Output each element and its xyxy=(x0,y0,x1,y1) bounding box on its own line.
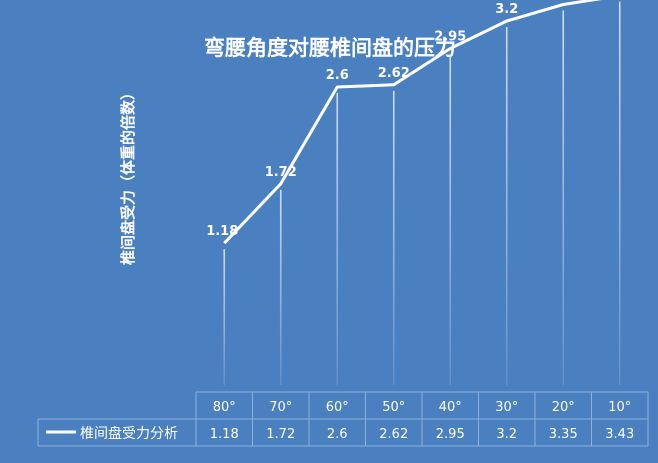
drop-lines xyxy=(223,1,621,386)
table-value-1: 1.72 xyxy=(266,427,295,442)
y-axis-label: 椎间盘受力（体重的倍数） xyxy=(119,85,137,265)
table-category-6: 20° xyxy=(552,400,575,415)
table-category-5: 30° xyxy=(495,400,518,415)
drop-line-0 xyxy=(223,249,226,385)
chart-title: 弯腰角度对腰椎间盘的压力 xyxy=(204,36,456,60)
table-value-0: 1.18 xyxy=(210,427,239,442)
drop-line-4 xyxy=(449,54,452,385)
table-category-1: 70° xyxy=(269,400,292,415)
legend-label: 椎间盘受力分析 xyxy=(80,425,178,442)
drop-line-1 xyxy=(279,189,282,385)
series-line-group xyxy=(223,0,602,245)
drop-line-5 xyxy=(505,27,508,385)
table-category-2: 60° xyxy=(326,400,349,415)
data-label-5: 3.2 xyxy=(495,2,518,17)
table-value-7: 3.43 xyxy=(605,427,634,442)
drop-line-6 xyxy=(562,10,565,385)
table-category-0: 80° xyxy=(213,400,236,415)
drop-line-2 xyxy=(336,93,339,385)
table-value-3: 2.62 xyxy=(379,427,408,442)
data-label-0: 1.18 xyxy=(206,224,238,239)
table-category-4: 40° xyxy=(439,400,462,415)
data-label-3: 2.62 xyxy=(378,66,410,81)
data-label-1: 1.72 xyxy=(265,165,297,180)
table-category-3: 50° xyxy=(382,400,405,415)
data-table: 80° 70° 60° 50° 40° 30° 20° 10° 1.18 1.72 2.6 2.62 2… xyxy=(37,391,649,447)
data-label-4: 2.95 xyxy=(434,30,466,45)
table-category-7: 10° xyxy=(608,400,631,415)
table-value-2: 2.6 xyxy=(327,427,348,442)
series-line-椎间盘受力分析 xyxy=(223,0,602,245)
drop-line-7 xyxy=(618,1,621,385)
data-label-2: 2.6 xyxy=(326,68,349,83)
table-value-5: 3.2 xyxy=(496,427,517,442)
data-labels: 1.181.722.62.622.953.23.353.43 xyxy=(206,0,579,239)
table-value-4: 2.95 xyxy=(436,427,465,442)
table-value-6: 3.35 xyxy=(549,427,578,442)
data-label-6: 3.35 xyxy=(547,0,579,1)
drop-line-3 xyxy=(392,90,395,386)
